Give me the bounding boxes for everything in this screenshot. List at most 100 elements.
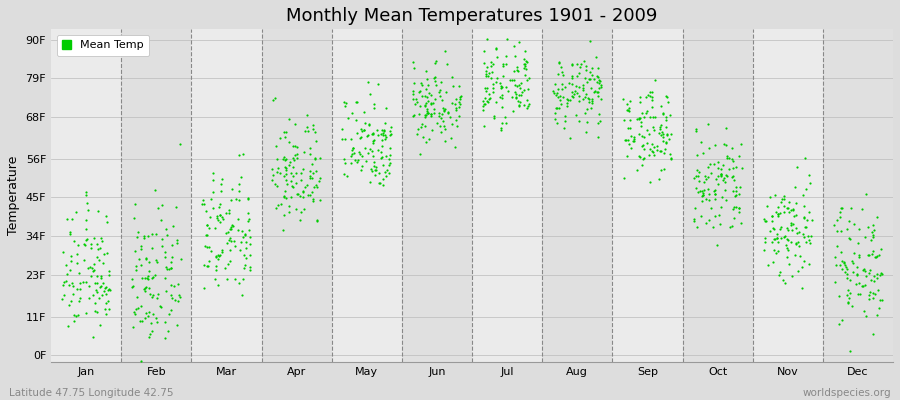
Point bbox=[716, 177, 731, 184]
Point bbox=[351, 157, 365, 163]
Point bbox=[846, 269, 860, 276]
Point bbox=[450, 122, 464, 129]
Point bbox=[715, 204, 729, 210]
Point bbox=[548, 80, 562, 87]
Point bbox=[798, 155, 813, 162]
Point bbox=[858, 234, 872, 240]
Point bbox=[656, 166, 670, 173]
Point bbox=[696, 190, 710, 196]
Point bbox=[760, 202, 774, 209]
Legend: Mean Temp: Mean Temp bbox=[57, 35, 149, 56]
Point bbox=[579, 67, 593, 73]
Point bbox=[499, 120, 513, 126]
Point bbox=[365, 130, 380, 136]
Point bbox=[300, 112, 314, 118]
Point bbox=[768, 236, 782, 242]
Point bbox=[276, 129, 291, 136]
Point bbox=[437, 138, 452, 144]
Point bbox=[635, 142, 650, 148]
Point bbox=[868, 254, 883, 260]
Point bbox=[102, 306, 116, 312]
Point bbox=[623, 125, 637, 131]
Point bbox=[762, 228, 777, 235]
Point bbox=[704, 170, 718, 176]
Point bbox=[171, 297, 185, 304]
Point bbox=[420, 94, 435, 100]
Point bbox=[726, 176, 741, 183]
Point bbox=[99, 213, 113, 219]
Point bbox=[359, 158, 374, 164]
Bar bbox=[542, 29, 612, 362]
Point bbox=[726, 165, 741, 172]
Point bbox=[301, 182, 315, 188]
Point bbox=[626, 138, 640, 144]
Point bbox=[378, 173, 392, 179]
Point bbox=[592, 110, 607, 117]
Point bbox=[309, 168, 323, 174]
Point bbox=[139, 284, 153, 290]
Point bbox=[100, 250, 114, 256]
Point bbox=[97, 251, 112, 258]
Point bbox=[200, 262, 214, 269]
Point bbox=[840, 275, 854, 281]
Point bbox=[79, 226, 94, 232]
Point bbox=[645, 89, 660, 95]
Point bbox=[780, 205, 795, 212]
Point bbox=[99, 300, 113, 306]
Point bbox=[144, 275, 158, 281]
Point bbox=[576, 85, 590, 91]
Point bbox=[125, 276, 140, 282]
Point bbox=[865, 228, 879, 235]
Point bbox=[508, 89, 522, 96]
Point bbox=[723, 224, 737, 231]
Point bbox=[833, 227, 848, 234]
Point bbox=[494, 84, 508, 91]
Point bbox=[639, 110, 653, 116]
Point bbox=[799, 224, 814, 230]
Point bbox=[102, 272, 116, 278]
Point bbox=[832, 262, 847, 268]
Point bbox=[552, 58, 566, 65]
Point bbox=[706, 188, 721, 194]
Point bbox=[89, 289, 104, 295]
Point bbox=[421, 82, 436, 88]
Point bbox=[449, 96, 464, 102]
Point bbox=[297, 206, 311, 212]
Point bbox=[141, 334, 156, 340]
Point bbox=[861, 251, 876, 258]
Point bbox=[310, 217, 324, 223]
Point bbox=[622, 108, 636, 114]
Point bbox=[798, 224, 813, 230]
Point bbox=[414, 121, 428, 127]
Point bbox=[780, 226, 795, 233]
Point bbox=[295, 189, 310, 195]
Point bbox=[646, 126, 661, 133]
Point bbox=[796, 192, 811, 199]
Point bbox=[870, 271, 885, 278]
Point bbox=[72, 298, 86, 304]
Point bbox=[707, 142, 722, 148]
Point bbox=[289, 206, 303, 212]
Point bbox=[285, 164, 300, 171]
Point bbox=[729, 184, 743, 190]
Point bbox=[858, 308, 872, 315]
Point bbox=[70, 251, 85, 258]
Point bbox=[424, 101, 438, 108]
Point bbox=[350, 130, 365, 136]
Point bbox=[556, 125, 571, 132]
Point bbox=[377, 127, 392, 134]
Point bbox=[590, 120, 605, 126]
Point bbox=[162, 266, 176, 272]
Point bbox=[278, 164, 293, 170]
Point bbox=[486, 85, 500, 92]
Point bbox=[714, 166, 728, 172]
Point bbox=[164, 265, 178, 271]
Point bbox=[780, 225, 795, 232]
Point bbox=[138, 235, 152, 241]
Point bbox=[487, 115, 501, 122]
Point bbox=[428, 60, 442, 66]
Point bbox=[641, 92, 655, 98]
Point bbox=[96, 288, 111, 294]
Point bbox=[407, 112, 421, 118]
Point bbox=[842, 235, 856, 241]
